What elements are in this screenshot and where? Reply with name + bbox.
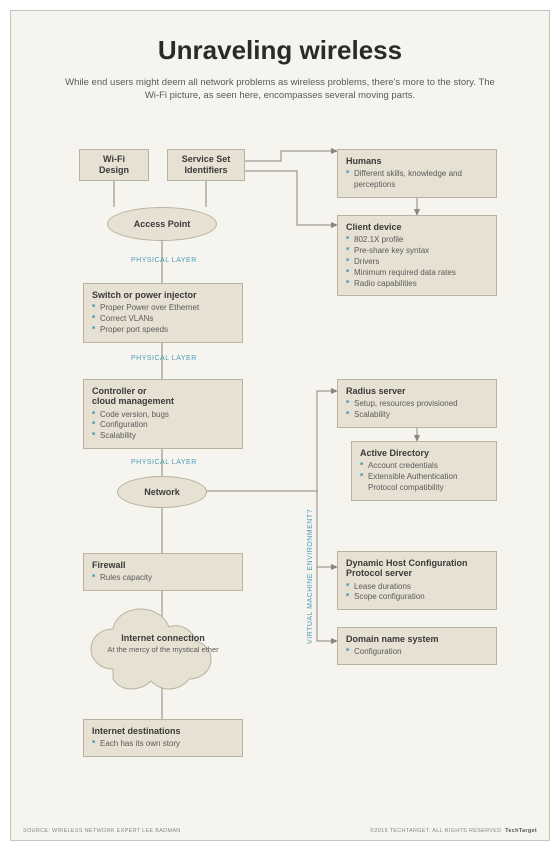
physical-layer-label: PHYSICAL LAYER xyxy=(131,355,197,362)
node-switch: Switch or power injectorProper Power ove… xyxy=(83,283,243,343)
physical-layer-label: PHYSICAL LAYER xyxy=(131,459,197,466)
list-item: Scalability xyxy=(92,431,234,442)
list-item: Proper Power over Ethernet xyxy=(92,303,234,314)
list-item: Scalability xyxy=(346,410,488,421)
node-humans: HumansDifferent skills, knowledge and pe… xyxy=(337,149,497,198)
node-wifi_design: Wi-FiDesign xyxy=(79,149,149,181)
list-item: Pre-share key syntax xyxy=(346,246,488,257)
node-internet: Internet connectionAt the mercy of the m… xyxy=(103,633,223,654)
node-access_point: Access Point xyxy=(107,207,217,241)
list-item: 802.1X profile xyxy=(346,235,488,246)
list-item: Code version, bugs xyxy=(92,410,234,421)
list-item: Configuration xyxy=(346,647,488,658)
page-subtitle: While end users might deem all network p… xyxy=(59,76,501,103)
list-item: Minimum required data rates xyxy=(346,268,488,279)
footer-copyright-text: ©2019 TECHTARGET. ALL RIGHTS RESERVED xyxy=(370,828,501,834)
list-item: Configuration xyxy=(92,420,234,431)
list-item: Extensible Authen­tication Protocol comp… xyxy=(360,472,488,494)
footer-copyright: ©2019 TECHTARGET. ALL RIGHTS RESERVED Te… xyxy=(370,828,537,834)
list-item: Correct VLANs xyxy=(92,314,234,325)
node-client_device: Client device802.1X profilePre-share key… xyxy=(337,215,497,296)
list-item: Different skills, knowledge and percepti… xyxy=(346,169,488,191)
physical-layer-label: PHYSICAL LAYER xyxy=(131,257,197,264)
node-ad: Active DirectoryAccount credentialsExten… xyxy=(351,441,497,501)
node-firewall: FirewallRules capacity xyxy=(83,553,243,591)
page-title: Unraveling wireless xyxy=(11,35,549,66)
list-item: Rules capacity xyxy=(92,573,234,584)
list-item: Scope configuration xyxy=(346,592,488,603)
list-item: Drivers xyxy=(346,257,488,268)
node-radius: Radius serverSetup, resources provisione… xyxy=(337,379,497,428)
list-item: Setup, resources provisioned xyxy=(346,399,488,410)
list-item: Each has its own story xyxy=(92,739,234,750)
list-item: Radio capabilities xyxy=(346,279,488,290)
list-item: Lease durations xyxy=(346,582,488,593)
diagram-canvas: Unraveling wireless While end users migh… xyxy=(10,10,550,841)
list-item: Account credentials xyxy=(360,461,488,472)
node-network: Network xyxy=(117,476,207,508)
footer-source: SOURCE: WIRELESS NETWORK EXPERT LEE BADM… xyxy=(23,828,181,834)
node-destinations: Internet destinationsEach has its own st… xyxy=(83,719,243,757)
node-controller: Controller orcloud managementCode versio… xyxy=(83,379,243,449)
node-dhcp: Dynamic Host Configuration Protocol serv… xyxy=(337,551,497,610)
footer-brand: TechTarget xyxy=(505,828,537,834)
list-item: Proper port speeds xyxy=(92,325,234,336)
vm-environment-label: VIRTUAL MACHINE ENVIRONMENT? xyxy=(307,509,314,644)
node-dns: Domain name systemConfiguration xyxy=(337,627,497,665)
node-ssid: Service SetIdentifiers xyxy=(167,149,245,181)
